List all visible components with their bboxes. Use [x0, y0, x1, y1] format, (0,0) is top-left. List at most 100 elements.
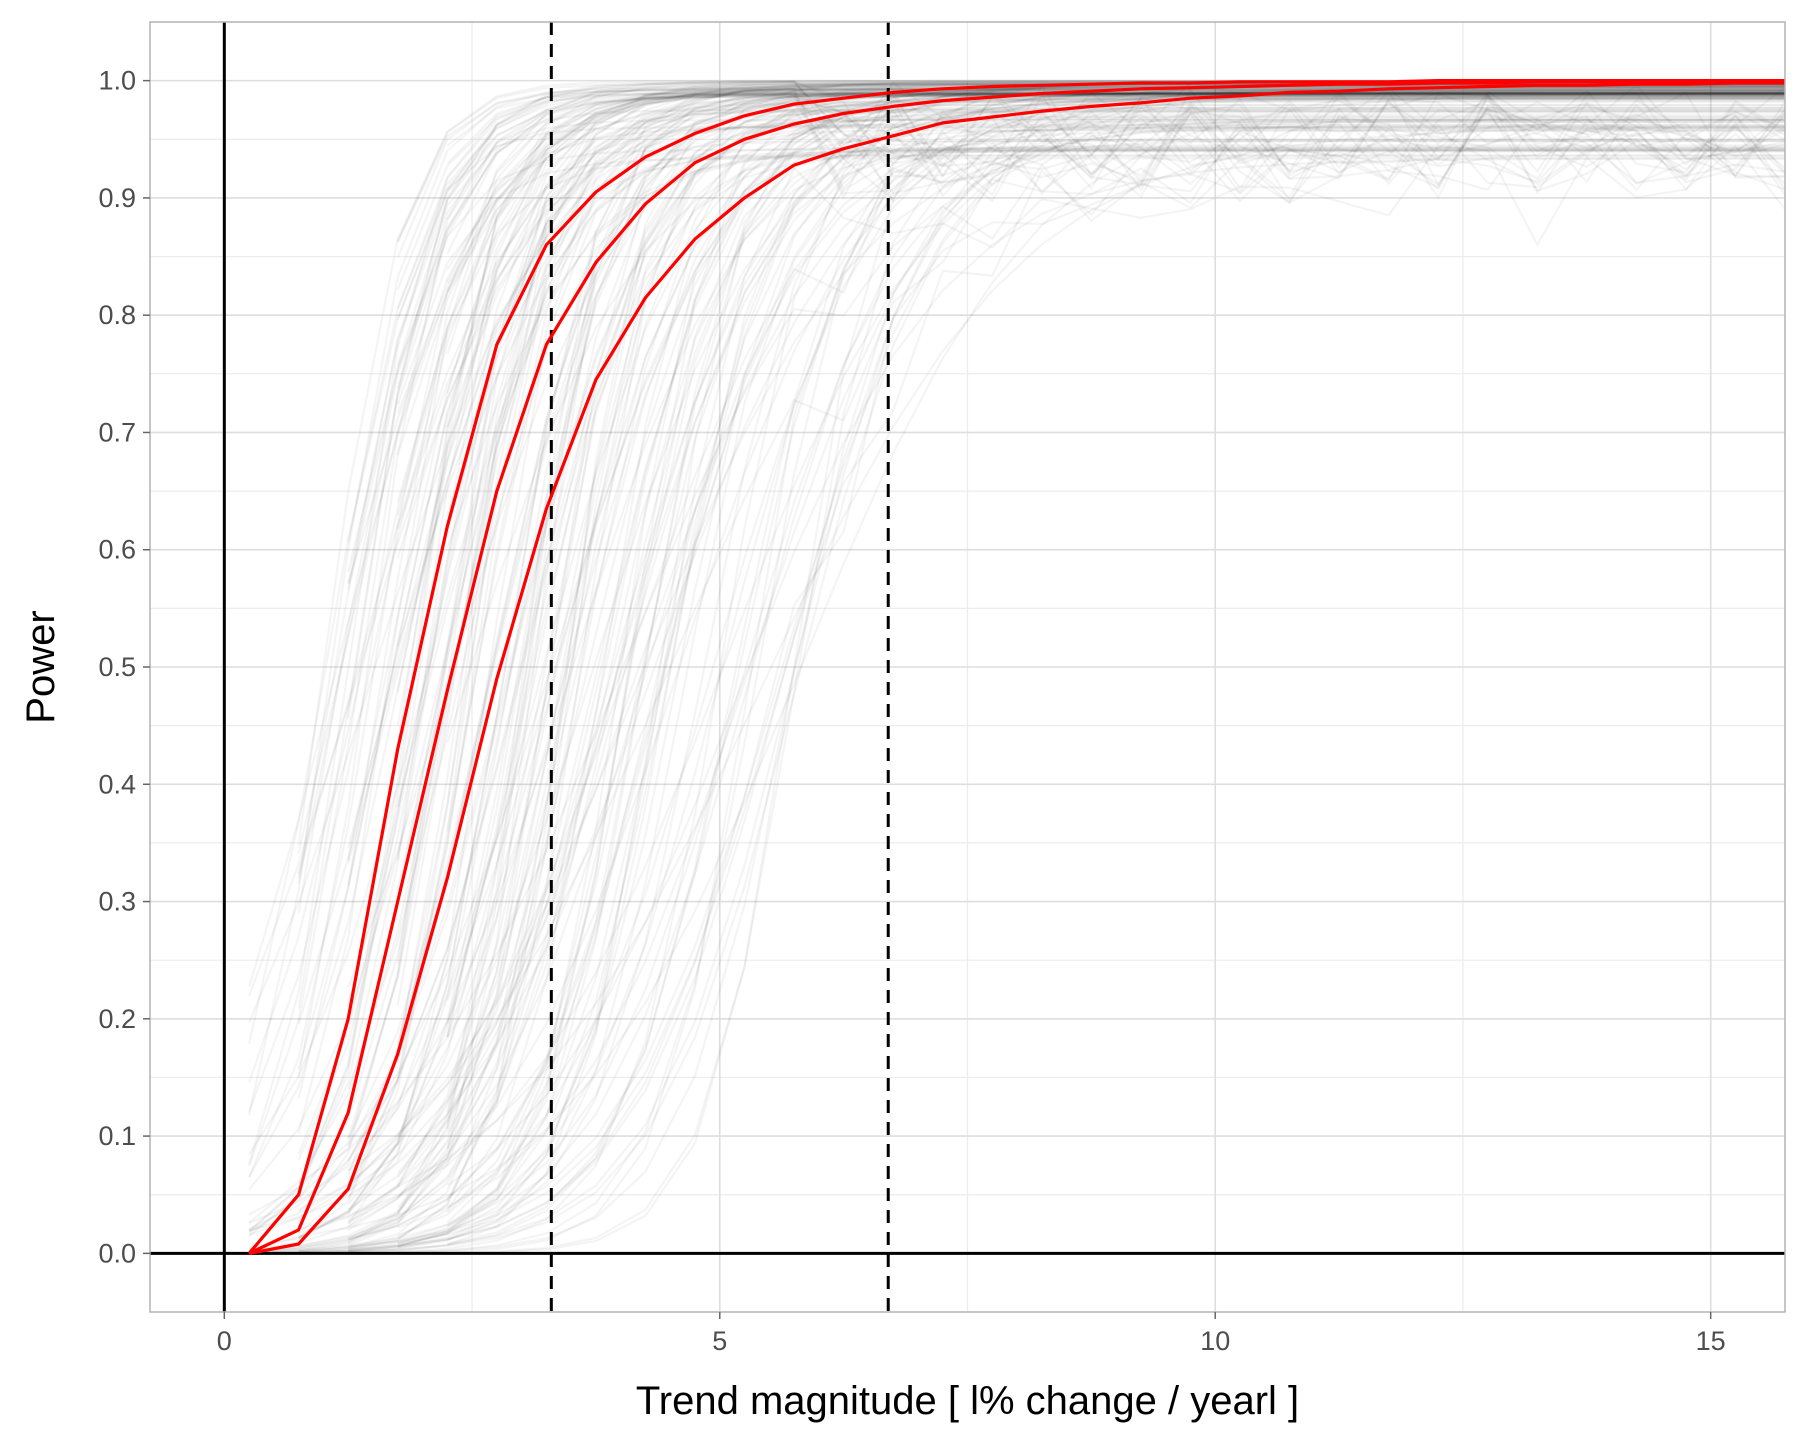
simulation-curve — [396, 86, 1785, 321]
simulation-curve — [446, 127, 1785, 744]
y-axis-title: Power — [19, 610, 63, 723]
highlight-power-curve — [248, 81, 1785, 1255]
simulation-curve — [347, 95, 1785, 1172]
simulation-curve — [446, 144, 1785, 1213]
simulation-curve — [446, 93, 1785, 1150]
simulation-curve — [347, 92, 1785, 1240]
simulation-curve — [348, 86, 1785, 1251]
simulation-curve — [347, 92, 1785, 1214]
simulation-curve — [347, 91, 1786, 1172]
y-tick-label: 1.0 — [98, 66, 136, 96]
simulation-curve — [347, 148, 1785, 1089]
simulation-curve — [248, 109, 1785, 1231]
simulation-curve — [348, 97, 1785, 1253]
simulation-curve — [297, 149, 1785, 1025]
simulation-curve — [396, 117, 1785, 530]
simulation-curve — [446, 157, 1786, 1187]
simulation-curve — [347, 111, 1785, 1007]
simulation-curve — [347, 89, 1785, 848]
simulation-curve — [446, 86, 1785, 428]
simulation-curve — [446, 92, 1785, 1113]
simulation-curve — [298, 89, 1786, 1211]
simulation-curve — [297, 97, 1785, 1200]
simulation-curve — [396, 84, 1785, 1062]
simulation-curve — [347, 95, 1786, 542]
axis-ticks — [143, 79, 1712, 1319]
simulation-curve — [397, 92, 1786, 1245]
simulation-curve — [347, 98, 1785, 1211]
simulation-curve — [348, 99, 1786, 1255]
simulation-curve — [297, 79, 1786, 1099]
y-tick-labels: 0.0 0.1 0.2 0.3 0.4 0.5 0.6 0.7 0.8 0.9 1.0 — [98, 66, 136, 1269]
y-tick-label: 0.5 — [98, 652, 136, 682]
simulation-curve — [446, 145, 1785, 549]
simulation-curve — [446, 95, 1785, 220]
simulation-curve — [248, 88, 1785, 1165]
simulation-curve — [248, 146, 1785, 1234]
simulation-curve — [347, 93, 1785, 864]
simulation-curve — [396, 107, 1785, 1054]
simulation-curve — [396, 91, 1786, 861]
simulation-curve — [396, 94, 1785, 1051]
simulation-curve — [347, 129, 1785, 1241]
simulation-curve — [249, 119, 1785, 1255]
simulation-curve — [248, 86, 1785, 988]
simulation-curve — [297, 98, 1785, 1214]
simulation-curve — [446, 85, 1785, 1209]
simulation-curve — [396, 92, 1785, 291]
simulation-curve — [347, 147, 1785, 1231]
simulation-curve — [446, 94, 1785, 255]
simulation-curve — [249, 90, 1785, 1253]
x-axis-title: Trend magnitude [ l% change / yearl ] — [636, 1379, 1299, 1423]
simulation-curve — [446, 92, 1785, 147]
simulation-curve — [396, 100, 1785, 503]
simulation-curve — [396, 157, 1785, 406]
highlight-power-curve — [248, 79, 1786, 1255]
x-tick-label: 0 — [217, 1326, 232, 1356]
simulation-curve — [396, 118, 1785, 1136]
simulation-curve — [249, 89, 1785, 1253]
simulation-curve — [248, 96, 1785, 1232]
simulation-curve — [396, 115, 1785, 1214]
x-tick-labels: 0 5 10 15 — [217, 1326, 1726, 1356]
simulation-curve — [347, 88, 1786, 861]
simulation-curve — [446, 115, 1785, 515]
y-tick-label: 0.2 — [98, 1004, 136, 1034]
simulation-curve — [396, 92, 1786, 559]
simulation-curve — [396, 82, 1785, 1056]
simulation-curve — [446, 91, 1785, 1038]
simulation-curve — [446, 92, 1785, 1130]
y-tick-label: 0.0 — [98, 1238, 136, 1268]
simulation-curve — [347, 80, 1786, 572]
simulation-curve — [348, 138, 1785, 1253]
simulation-curve — [248, 103, 1785, 1178]
simulation-curve — [347, 85, 1785, 1140]
simulation-curve — [347, 88, 1785, 1176]
simulation-curve — [446, 91, 1785, 1001]
simulation-curve — [347, 88, 1785, 719]
simulation-curve — [396, 120, 1785, 1043]
simulation-curve — [397, 86, 1786, 1248]
simulation-curve — [396, 150, 1785, 808]
simulation-curve — [248, 104, 1785, 1249]
simulation-curve — [297, 93, 1786, 1193]
simulation-curve — [396, 90, 1785, 1174]
simulation-curve — [396, 93, 1785, 964]
y-tick-label: 0.1 — [98, 1121, 136, 1151]
simulation-curve — [396, 86, 1785, 647]
simulation-curve — [396, 118, 1785, 366]
simulation-curve — [347, 98, 1786, 1205]
highlight-curves — [247, 78, 1786, 1255]
simulation-curve — [298, 107, 1785, 1253]
background-simulation-curves — [248, 79, 1786, 1255]
simulation-curve — [298, 144, 1786, 1254]
y-tick-label: 0.3 — [98, 887, 136, 917]
simulation-curve — [446, 124, 1785, 1227]
simulation-curve — [397, 140, 1785, 1254]
simulation-curve — [248, 91, 1785, 1024]
simulation-curve — [446, 126, 1785, 271]
y-tick-label: 0.7 — [98, 417, 136, 447]
simulation-curve — [397, 129, 1785, 1240]
simulation-curve — [297, 93, 1786, 1134]
